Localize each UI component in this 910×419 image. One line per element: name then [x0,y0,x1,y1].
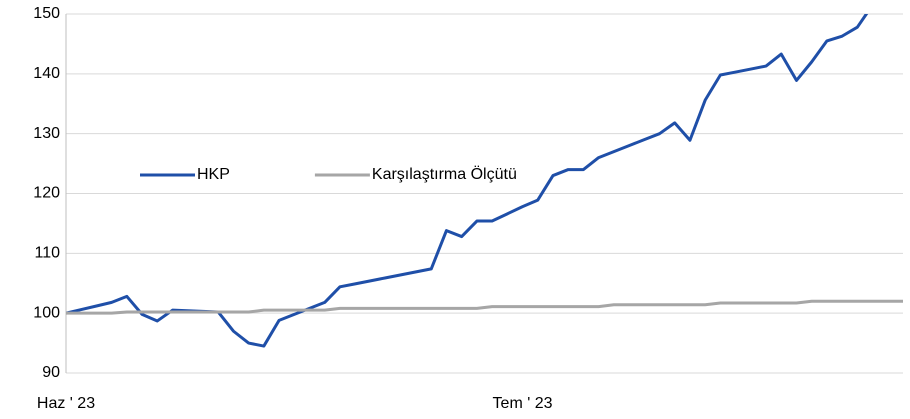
x-tick-label: Tem ' 23 [493,395,553,412]
y-tick-label: 110 [34,245,60,262]
y-tick-label: 140 [33,65,60,82]
legend-label: HKP [197,166,230,183]
line-series [66,299,903,315]
legend-label: Karşılaştırma Ölçütü [372,165,517,183]
y-tick-label: 90 [42,364,60,381]
y-tick-label: 100 [33,304,60,321]
x-tick-label: Haz ' 23 [37,395,95,412]
y-tick-label: 120 [33,185,60,202]
y-tick-label: 130 [33,125,60,142]
y-tick-label: 150 [33,5,60,22]
